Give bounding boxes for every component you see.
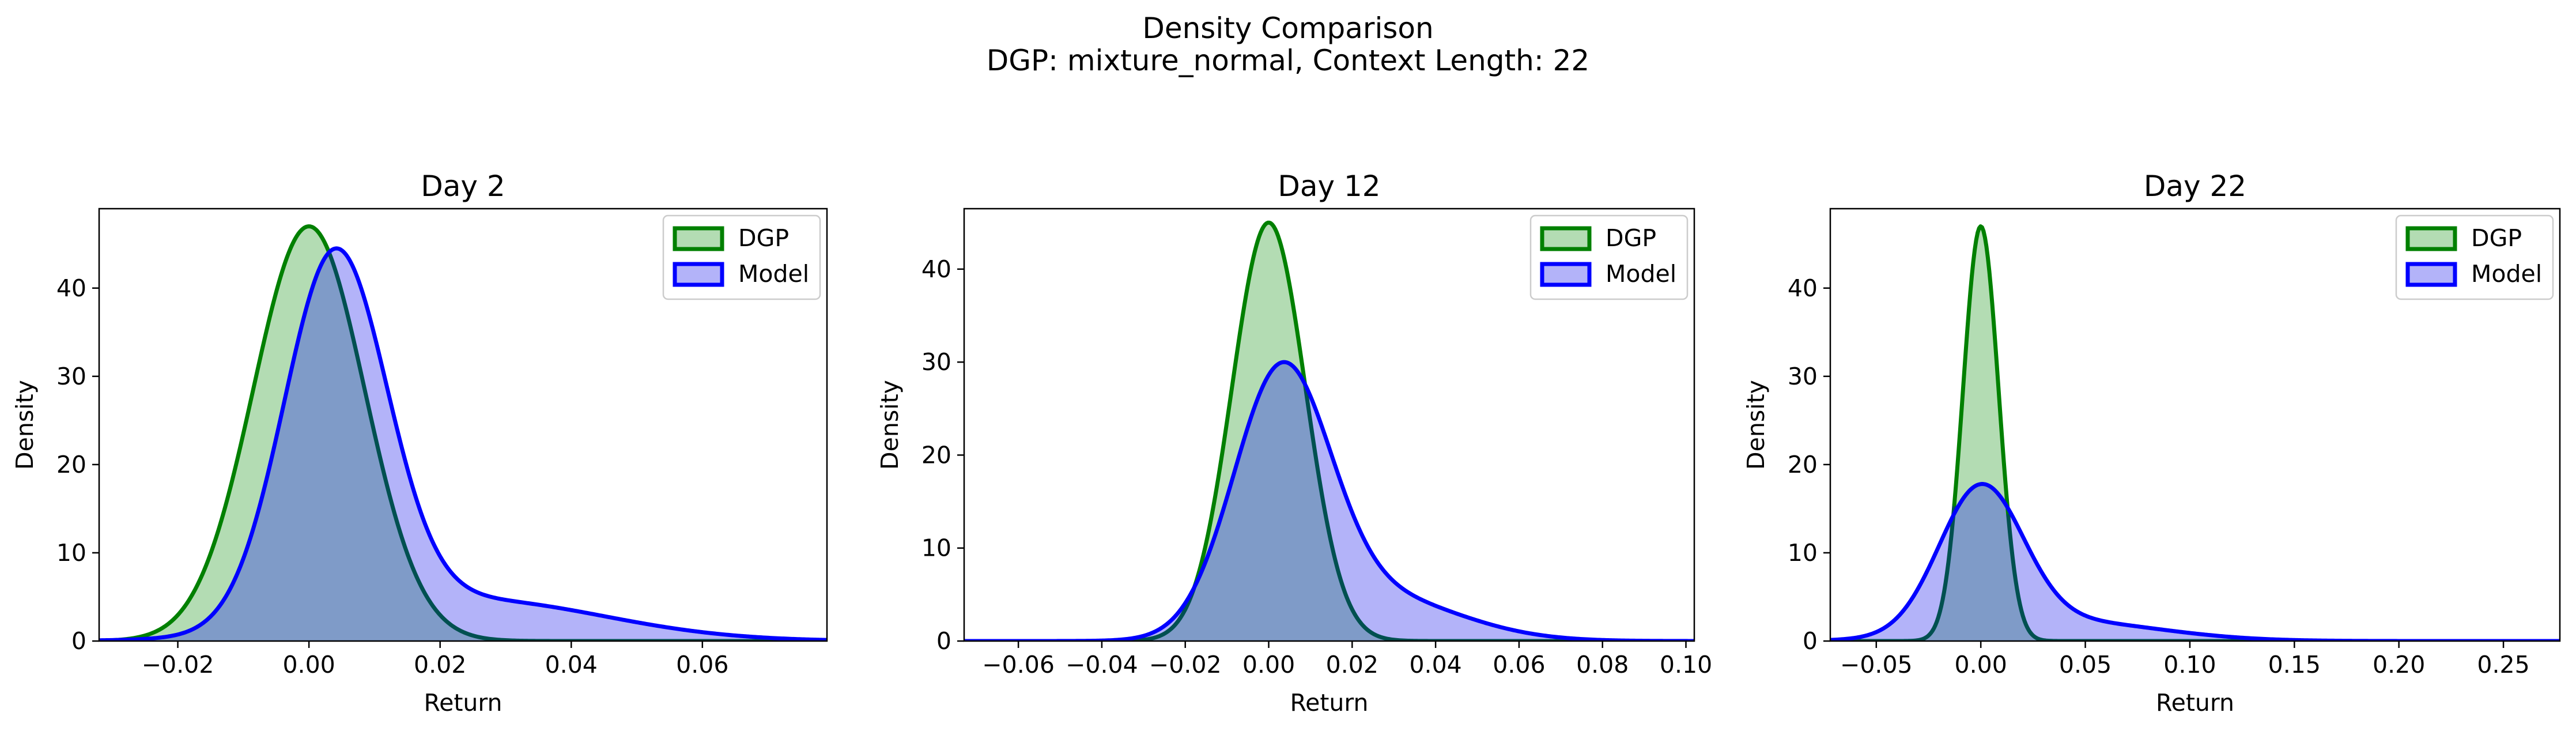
x-tick-label: 0.08 [1576, 651, 1629, 679]
x-tick-label: 0.25 [2477, 651, 2529, 679]
x-tick-label: −0.02 [1149, 651, 1222, 679]
panel-title: Day 12 [1278, 169, 1380, 203]
x-axis-label: Return [2156, 689, 2234, 717]
x-tick-label: 0.00 [282, 651, 335, 679]
chart-panel-2: −0.06 −0.04 −0.02 0.00 0.02 0.04 0.06 0.08 0.10 0… [876, 169, 1712, 717]
y-tick-label: 10 [1788, 539, 1818, 567]
y-tick-label: 0 [936, 627, 951, 655]
model-density-fill [964, 362, 1694, 641]
y-tick-label: 30 [1788, 363, 1818, 390]
y-tick-label: 40 [56, 274, 86, 302]
overlap-density-fill [1830, 484, 2560, 641]
plot-area [964, 220, 1694, 641]
panel-title: Day 2 [421, 169, 505, 203]
y-axis-label: Density [11, 380, 39, 470]
y-tick-label: 0 [1803, 627, 1818, 655]
chart-panel-1: −0.02 0.00 0.02 0.04 0.06 0 10 20 30 40 Day 2 Retur… [11, 169, 828, 717]
x-tick-label: 0.00 [1955, 651, 2007, 679]
legend-swatch-dgp [673, 226, 724, 251]
x-tick-label: 0.20 [2373, 651, 2425, 679]
legend-label-model: Model [2471, 260, 2542, 288]
overlap-density-fill [99, 252, 827, 641]
y-tick-label: 0 [71, 627, 86, 655]
y-tick-label: 10 [56, 539, 86, 567]
axes-frame [1829, 208, 2561, 642]
x-tick-label: 0.00 [1242, 651, 1295, 679]
figure-title: Density Comparison [1142, 12, 1433, 45]
axes-frame [963, 208, 1695, 642]
legend: DGP Model [662, 214, 821, 300]
chart-panels: −0.02 0.00 0.02 0.04 0.06 0 10 20 30 40 Day 2 Retur… [11, 169, 2561, 717]
legend-label-model: Model [738, 260, 809, 288]
dgp-density-fill [1830, 226, 2560, 641]
x-tick-label: 0.06 [676, 651, 728, 679]
legend: DGP Model [1529, 214, 1689, 300]
y-tick-label: 20 [921, 441, 951, 469]
legend-label-dgp: DGP [738, 224, 789, 252]
panel-title: Day 22 [2144, 169, 2246, 203]
x-axis-label: Return [1290, 689, 1368, 717]
dgp-density-line [1830, 224, 2560, 641]
x-tick-label: −0.04 [1066, 651, 1138, 679]
x-tick-label: −0.05 [1840, 651, 1913, 679]
y-axis-label: Density [876, 380, 904, 470]
x-tick-label: 0.04 [1409, 651, 1461, 679]
x-tick-label: 0.06 [1493, 651, 1545, 679]
x-tick-label: 0.10 [1660, 651, 1712, 679]
legend-swatch-model [1540, 262, 1592, 287]
x-tick-label: 0.05 [2059, 651, 2112, 679]
x-tick-label: 0.02 [1326, 651, 1378, 679]
axes-frame [98, 208, 828, 642]
y-tick-label: 40 [1788, 274, 1818, 302]
legend: DGP Model [2395, 214, 2554, 300]
legend-label-dgp: DGP [2471, 224, 2522, 252]
x-tick-label: −0.06 [982, 651, 1055, 679]
overlap-density-fill [964, 362, 1694, 641]
legend-label-dgp: DGP [1606, 224, 1656, 252]
y-tick-label: 10 [921, 534, 951, 562]
x-tick-label: 0.10 [2163, 651, 2216, 679]
model-density-line [99, 246, 827, 641]
y-tick-label: 20 [1788, 451, 1818, 478]
plot-area [99, 224, 827, 641]
x-axis-label: Return [424, 689, 502, 717]
figure-subtitle: DGP: mixture_normal, Context Length: 22 [987, 44, 1589, 77]
legend-swatch-dgp [1540, 226, 1592, 251]
y-tick-label: 40 [921, 255, 951, 283]
chart-panel-3: −0.05 0.00 0.05 0.10 0.15 0.20 0.25 0 10 20 30 40 Da… [1742, 169, 2561, 717]
legend-swatch-dgp [2405, 226, 2457, 251]
legend-swatch-model [673, 262, 724, 287]
x-tick-label: 0.15 [2268, 651, 2321, 679]
dgp-density-line [964, 220, 1694, 641]
legend-swatch-model [2405, 262, 2457, 287]
y-tick-label: 20 [56, 451, 86, 478]
x-tick-label: 0.04 [545, 651, 598, 679]
x-tick-label: −0.02 [142, 651, 214, 679]
y-tick-label: 30 [56, 363, 86, 390]
legend-label-model: Model [1606, 260, 1676, 288]
x-tick-label: 0.02 [414, 651, 466, 679]
y-axis-label: Density [1742, 380, 1770, 470]
y-tick-label: 30 [921, 348, 951, 376]
